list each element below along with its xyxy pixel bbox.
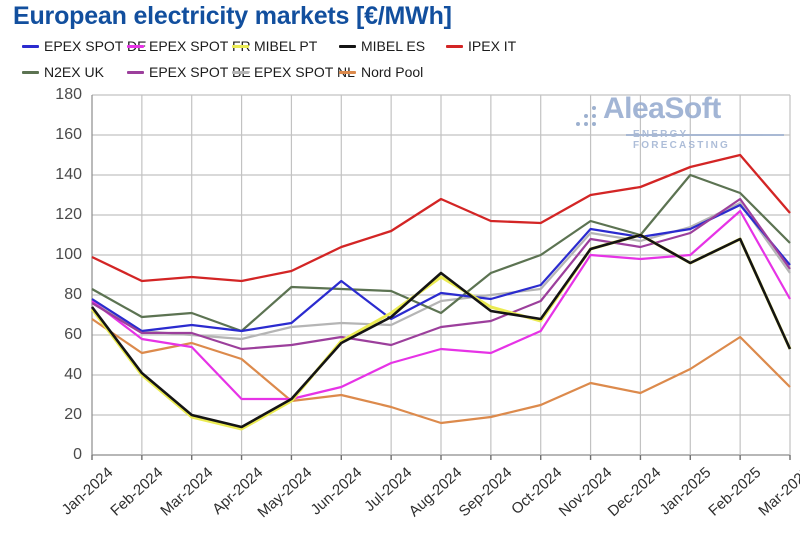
watermark-dot	[592, 122, 596, 126]
aleasoft-watermark: AleaSoft ENERGY FORECASTING	[576, 92, 786, 151]
legend-swatch	[339, 44, 356, 48]
legend-label: EPEX SPOT NL	[254, 64, 355, 80]
watermark-dot	[592, 106, 596, 110]
legend-item-mibel-es: MIBEL ES	[339, 37, 425, 55]
legend-item-mibel-pt: MIBEL PT	[232, 37, 317, 55]
series-line-nord-pool	[91, 318, 791, 425]
y-tick-label: 80	[64, 286, 82, 303]
legend-swatch	[339, 70, 356, 74]
watermark-dot	[584, 122, 588, 126]
watermark-dot	[576, 122, 580, 126]
legend-item-nord-pool: Nord Pool	[339, 63, 423, 81]
y-tick-label: 40	[64, 366, 82, 383]
legend-label: IPEX IT	[468, 38, 517, 54]
legend-swatch	[232, 44, 249, 48]
series-line-epex-spot-be	[91, 197, 791, 351]
legend-label: MIBEL ES	[361, 38, 426, 54]
watermark-subtitle: ENERGY FORECASTING	[633, 129, 730, 151]
watermark-brand: AleaSoft	[603, 92, 721, 125]
legend-swatch	[22, 44, 39, 48]
series-line-n2ex-uk	[91, 173, 791, 333]
watermark-dot	[584, 114, 588, 118]
y-tick-label: 60	[64, 326, 82, 343]
legend-item-epex-spot-de: EPEX SPOT DE	[22, 37, 146, 55]
series-line-epex-spot-fr	[91, 209, 791, 401]
chart-title: European electricity markets [€/MWh]	[13, 2, 452, 30]
series-line-ipex-it	[91, 153, 791, 283]
legend-item-ipex-it: IPEX IT	[446, 37, 516, 55]
legend-item-epex-spot-nl: EPEX SPOT NL	[232, 63, 355, 81]
legend-swatch	[127, 70, 144, 74]
aleasoft-dots-icon	[576, 104, 600, 130]
watermark-dot	[592, 114, 596, 118]
y-tick-label: 160	[55, 126, 82, 143]
legend-label: EPEX SPOT BE	[149, 64, 251, 80]
watermark-line	[626, 134, 784, 136]
legend-swatch	[22, 70, 39, 74]
legend-label: Nord Pool	[361, 64, 424, 80]
y-tick-label: 140	[55, 166, 82, 183]
legend-label: N2EX UK	[44, 64, 104, 80]
y-tick-label: 0	[73, 446, 82, 463]
legend-swatch	[446, 44, 463, 48]
y-tick-label: 100	[55, 246, 82, 263]
y-tick-label: 120	[55, 206, 82, 223]
legend-label: MIBEL PT	[254, 38, 318, 54]
legend-label: EPEX SPOT DE	[44, 38, 147, 54]
legend-swatch	[127, 44, 144, 48]
legend: EPEX SPOT DE EPEX SPOT FR MIBEL PT MIBEL ES…	[0, 0, 800, 80]
legend-item-n2ex-uk: N2EX UK	[22, 63, 104, 81]
legend-label: EPEX SPOT FR	[149, 38, 251, 54]
legend-swatch	[232, 70, 249, 74]
series-line-mibel-es	[90, 233, 792, 429]
legend-item-epex-spot-fr: EPEX SPOT FR	[127, 37, 251, 55]
y-tick-label: 20	[64, 406, 82, 423]
y-tick-label: 180	[55, 86, 82, 103]
series-line-epex-spot-de	[91, 203, 791, 333]
legend-item-epex-spot-be: EPEX SPOT BE	[127, 63, 251, 81]
